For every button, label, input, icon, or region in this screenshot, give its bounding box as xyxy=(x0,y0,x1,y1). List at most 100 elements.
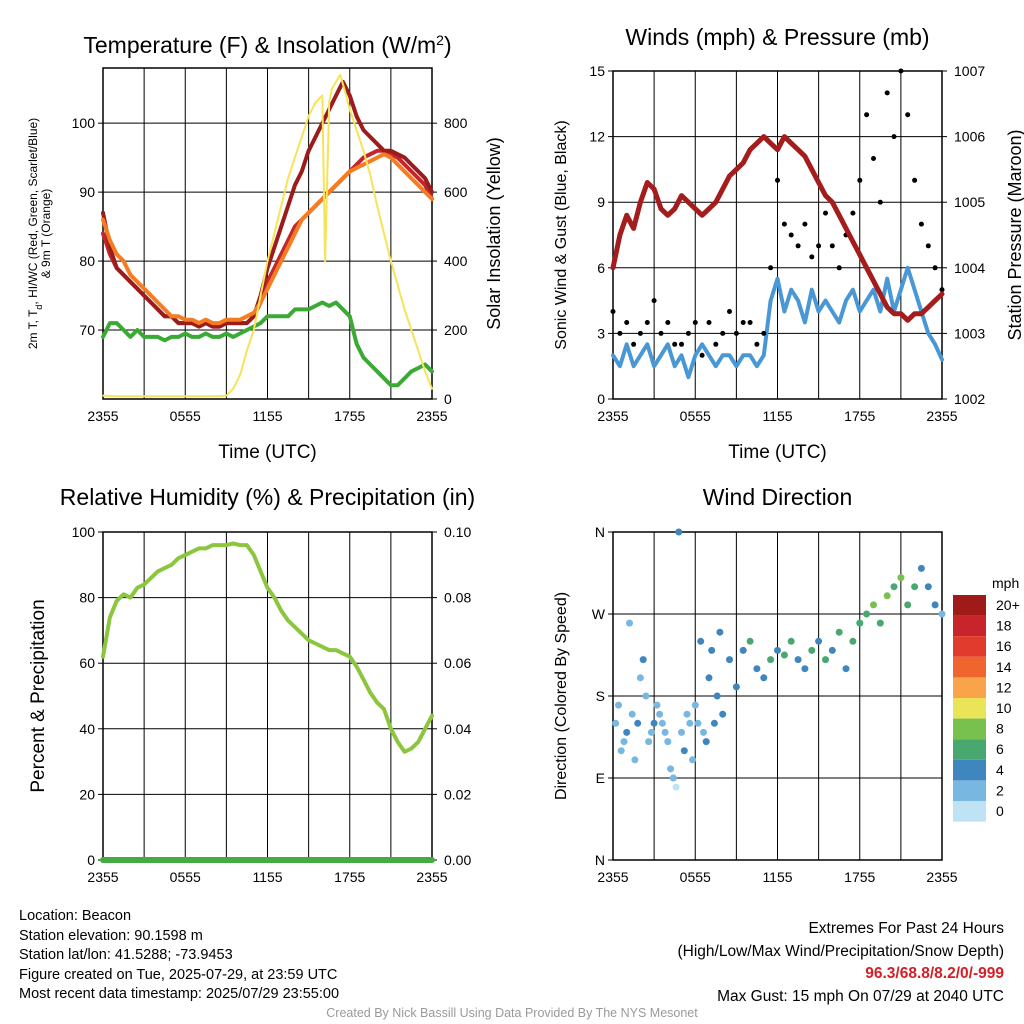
direction-point xyxy=(634,719,642,727)
gust-point xyxy=(624,320,630,325)
gust-point xyxy=(829,243,835,249)
x-tick-label: 2355 xyxy=(926,869,957,885)
figure-created: Figure created on Tue, 2025-07-29, at 23… xyxy=(19,966,338,983)
gust-point xyxy=(706,320,712,325)
x-tick-label: 0555 xyxy=(170,869,201,885)
direction-point xyxy=(815,637,823,645)
gust-point xyxy=(884,90,890,96)
max-gust: Max Gust: 15 mph On 07/29 at 2040 UTC xyxy=(717,987,1004,1005)
y2-tick-label: 0.04 xyxy=(444,721,471,737)
direction-point xyxy=(615,701,622,709)
plot-frame xyxy=(612,531,943,861)
x-tick-label: 0555 xyxy=(680,408,711,424)
direction-point xyxy=(647,728,655,736)
speed-colorbar: mph 20+ 18 16 14 12 10 8 6 4 2 0 xyxy=(953,575,1020,822)
y2-tick-label: 0.00 xyxy=(444,852,471,868)
chart-title: Winds (mph) & Pressure (mb) xyxy=(625,24,929,50)
series-line-solar-insolation xyxy=(102,73,433,398)
colorbar-swatch xyxy=(953,801,986,822)
direction-point xyxy=(645,738,653,746)
y-axis-label: Direction (Colored By Speed) xyxy=(553,592,570,800)
station-info: Location: Beacon Station elevation: 90.1… xyxy=(19,907,339,1005)
x-tick-label: 1755 xyxy=(334,408,365,424)
direction-point xyxy=(719,710,727,718)
direction-point xyxy=(626,619,633,627)
gust-point xyxy=(644,320,650,325)
station-location: Location: Beacon xyxy=(19,908,132,924)
y-axis-label-line2: & 9m T (Orange) xyxy=(39,189,53,279)
plot-frame xyxy=(612,70,943,400)
direction-point xyxy=(702,738,710,746)
y2-tick-label: 1005 xyxy=(954,194,985,210)
direction-point xyxy=(680,747,688,755)
colorbar-swatch xyxy=(953,698,986,719)
x-tick-label: 1755 xyxy=(334,869,365,885)
gust-point xyxy=(775,177,780,183)
direction-point xyxy=(767,656,775,664)
direction-point xyxy=(904,601,912,609)
y-tick-label: S xyxy=(596,688,605,704)
y-tick-label: 80 xyxy=(79,590,95,606)
direction-point xyxy=(787,637,795,645)
x-tick-label: 0555 xyxy=(170,408,201,424)
direction-point xyxy=(678,728,685,736)
gust-point xyxy=(699,352,705,358)
y2-tick-label: 800 xyxy=(444,115,468,131)
colorbar-swatch xyxy=(953,718,986,740)
direction-point xyxy=(726,656,733,664)
colorbar-label: 14 xyxy=(996,659,1012,675)
direction-point xyxy=(856,619,864,627)
y2-tick-label: 0.02 xyxy=(444,786,471,802)
y-tick-label: 3 xyxy=(597,325,605,341)
colorbar-label: 8 xyxy=(996,721,1004,737)
colorbar-label: 4 xyxy=(996,762,1004,778)
gust-point xyxy=(747,320,753,325)
direction-point xyxy=(664,738,672,746)
direction-point xyxy=(890,583,898,591)
y-tick-label: 12 xyxy=(589,129,605,145)
direction-point xyxy=(672,783,680,791)
colorbar-label: 20+ xyxy=(996,597,1020,613)
direction-point xyxy=(705,674,713,682)
y-tick-label: 0 xyxy=(597,391,605,407)
y-tick-label: N xyxy=(595,524,605,540)
direction-point xyxy=(863,610,871,618)
direction-point xyxy=(732,683,740,691)
gust-point xyxy=(939,287,945,293)
gust-point xyxy=(932,265,938,271)
direction-point xyxy=(661,728,669,736)
chart-title: Wind Direction xyxy=(703,484,853,510)
direction-point xyxy=(628,710,636,718)
gust-point xyxy=(679,341,684,347)
direction-point xyxy=(753,665,761,673)
series-line-sonic-wind xyxy=(611,265,944,380)
gust-point xyxy=(877,199,883,205)
gust-point xyxy=(685,330,691,336)
gust-point xyxy=(850,210,856,216)
x-tick-label: 0555 xyxy=(680,869,711,885)
direction-point xyxy=(617,747,625,755)
y-tick-label: 15 xyxy=(589,63,605,79)
direction-point xyxy=(924,583,932,591)
gust-point xyxy=(754,341,760,347)
direction-point xyxy=(689,756,696,764)
x-tick-label: 1755 xyxy=(844,408,875,424)
direction-point xyxy=(639,656,647,664)
gust-point xyxy=(871,156,876,161)
direction-point xyxy=(658,719,666,727)
series-line-relative-humidity xyxy=(101,541,434,754)
direction-point xyxy=(612,719,620,727)
gust-point xyxy=(672,341,678,347)
gust-point xyxy=(610,309,616,314)
y2-tick-label: 0.08 xyxy=(444,590,471,606)
y2-tick-label: 1003 xyxy=(954,325,985,341)
gust-point xyxy=(912,177,918,183)
y-tick-label: 0 xyxy=(87,852,95,868)
direction-point xyxy=(623,728,631,736)
gust-point xyxy=(809,254,815,260)
x-tick-label: 2355 xyxy=(416,408,447,424)
y-axis-label: Sonic Wind & Gust (Blue, Black) xyxy=(553,120,570,349)
y-tick-label: 100 xyxy=(72,115,96,131)
direction-point xyxy=(897,574,905,582)
colorbar-label: 18 xyxy=(996,618,1012,634)
